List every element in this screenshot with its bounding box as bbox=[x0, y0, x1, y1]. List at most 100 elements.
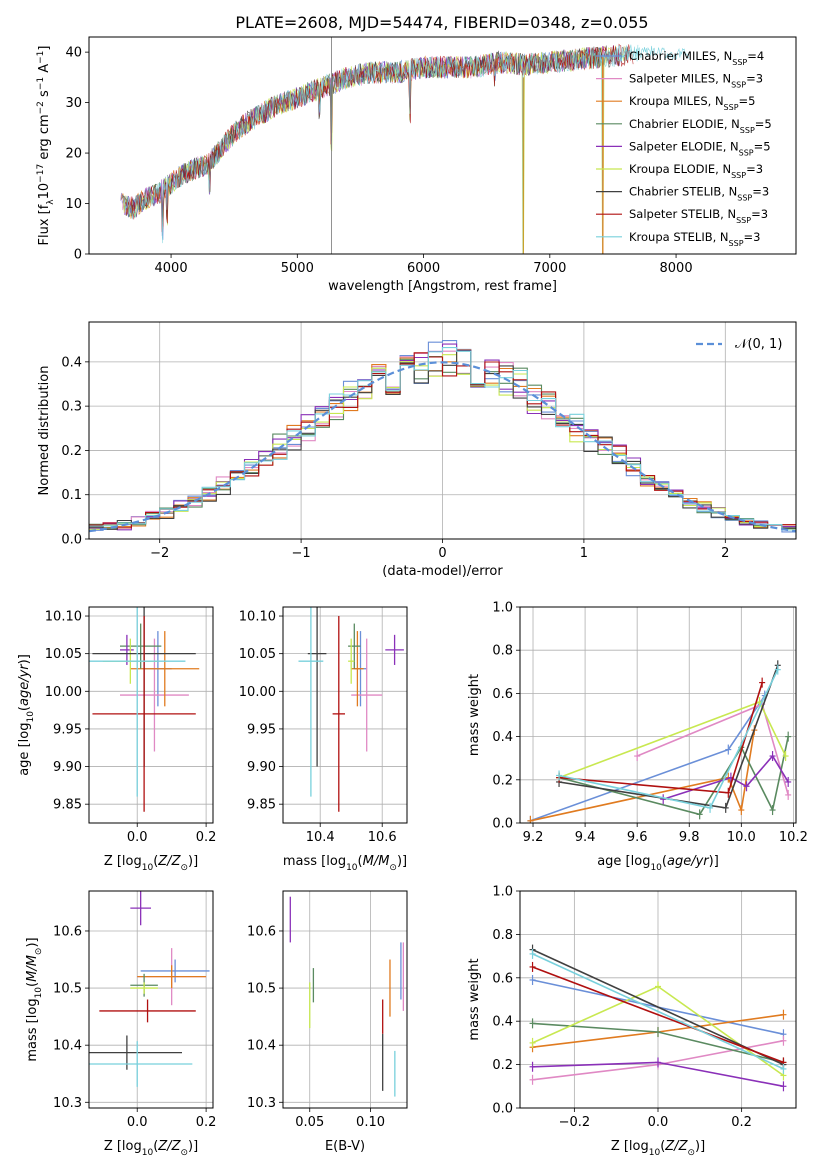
y-tick-label: 0.6 bbox=[492, 971, 513, 986]
x-tick-label: 10.2 bbox=[779, 830, 808, 845]
y-tick-label: 10.05 bbox=[239, 647, 276, 662]
y-axis-label: mass weight bbox=[467, 958, 482, 1040]
x-tick-label: −2 bbox=[150, 546, 169, 561]
y-tick-label: 10.6 bbox=[53, 924, 82, 939]
histogram-panel-axes: −2 −1 0 1 2 0.0 0.1 0.2 0.3 0.4 (data-model)/error… bbox=[37, 321, 797, 579]
y-tick-label: 0.3 bbox=[61, 400, 82, 415]
y-tick-label: 0.8 bbox=[492, 644, 513, 659]
age-vs-mass-panel: 10.4 10.6 9.85 9.90 9.95 10.00 10.05 10.10 mass … bbox=[239, 606, 408, 873]
massweight-vs-z-panel: −0.2 0.0 0.2 0.0 0.2 0.4 0.6 0.8 1.0 mass weight Z… bbox=[467, 885, 797, 1158]
y-tick-label: 10 bbox=[65, 197, 82, 212]
legend-label-normal: 𝒩(0, 1) bbox=[735, 337, 782, 352]
x-tick-label: 9.2 bbox=[523, 830, 544, 845]
y-axis-label: mass [log10(M/M⊙)] bbox=[25, 937, 44, 1061]
mass-vs-ebv-panel-axes: 0.05 0.10 10.3 10.4 10.5 10.6 E(B-V) bbox=[247, 890, 408, 1154]
legend-label-chabrier-stelib: Chabrier STELIB, NSSP=3 bbox=[629, 185, 769, 203]
y-tick-label: 0.4 bbox=[61, 355, 82, 370]
y-axis-label: age [log10(age/yr)] bbox=[17, 654, 36, 776]
x-tick-label: 0.2 bbox=[196, 830, 217, 845]
age-vs-z-panel-axes: 0.0 0.2 9.85 9.90 9.95 10.00 10.05 10.10 Z [log1… bbox=[17, 606, 217, 873]
x-tick-label: 8000 bbox=[660, 261, 693, 276]
legend-label-salpeter-elodie: Salpeter ELODIE, NSSP=5 bbox=[629, 139, 771, 157]
x-tick-label: 0.0 bbox=[127, 1115, 148, 1130]
spectrum-kroupa-stelib bbox=[123, 44, 639, 254]
series-salpeter-stelib bbox=[532, 966, 784, 1064]
y-tick-label: 0.6 bbox=[492, 687, 513, 702]
age-vs-z-panel-plot-area bbox=[89, 607, 200, 812]
mass-vs-z-panel: 0.0 0.2 10.3 10.4 10.5 10.6 Z [log10(Z/Z⊙)] mas… bbox=[25, 890, 216, 1158]
y-tick-label: 9.90 bbox=[247, 760, 276, 775]
y-tick-label: 1.0 bbox=[492, 885, 513, 900]
x-axis-label: wavelength [Angstrom, rest frame] bbox=[328, 279, 557, 294]
massweight-vs-age-panel-axes: 9.2 9.4 9.6 9.8 10.0 10.2 0.0 0.2 0.4 0.6 0.8 1.0 ma… bbox=[467, 601, 808, 874]
x-tick-label: 0.0 bbox=[648, 1115, 669, 1130]
histogram-panel: −2 −1 0 1 2 0.0 0.1 0.2 0.3 0.4 (data-model)/error… bbox=[37, 321, 797, 579]
massweight-vs-age-panel: 9.2 9.4 9.6 9.8 10.0 10.2 0.0 0.2 0.4 0.6 0.8 1.0 ma… bbox=[467, 601, 808, 874]
x-axis-label: (data-model)/error bbox=[382, 564, 503, 579]
x-axis-label: Z [log10(Z/Z⊙)] bbox=[104, 1139, 198, 1158]
y-tick-label: 9.85 bbox=[53, 798, 82, 813]
mass-vs-z-panel-axes: 0.0 0.2 10.3 10.4 10.5 10.6 Z [log10(Z/Z⊙)] mas… bbox=[25, 890, 216, 1158]
y-tick-label: 30 bbox=[65, 96, 82, 111]
x-tick-label: −1 bbox=[292, 546, 311, 561]
y-tick-label: 0.0 bbox=[492, 817, 513, 832]
histogram-chabrier-miles bbox=[89, 340, 796, 533]
legend-label-kroupa-elodie: Kroupa ELODIE, NSSP=3 bbox=[629, 162, 763, 180]
x-tick-label: 10.6 bbox=[368, 830, 397, 845]
x-tick-label: 6000 bbox=[407, 261, 440, 276]
x-axis-label: E(B-V) bbox=[325, 1139, 365, 1154]
y-tick-label: 1.0 bbox=[492, 601, 513, 616]
axes-frame bbox=[519, 890, 797, 1109]
y-tick-label: 10.05 bbox=[45, 647, 82, 662]
y-tick-label: 10.5 bbox=[53, 982, 82, 997]
massweight-vs-z-panel-plot-area bbox=[529, 944, 787, 1092]
y-axis-label: Flux [fλ10−17 erg cm−2 s−1 A−1] bbox=[36, 46, 56, 246]
y-tick-label: 10.3 bbox=[247, 1096, 276, 1111]
x-tick-label: 7000 bbox=[533, 261, 566, 276]
legend-label-kroupa-stelib: Kroupa STELIB, NSSP=3 bbox=[629, 230, 760, 248]
spectrum-legend: Chabrier MILES, NSSP=4 Salpeter MILES, NS… bbox=[596, 49, 772, 247]
x-tick-label: 9.8 bbox=[679, 830, 700, 845]
y-tick-label: 10.6 bbox=[247, 924, 276, 939]
x-tick-label: 2 bbox=[721, 546, 729, 561]
figure-title: PLATE=2608, MJD=54474, FIBERID=0348, z=0… bbox=[235, 13, 648, 32]
mass-vs-ebv-panel-plot-area bbox=[289, 896, 405, 1097]
x-tick-label: 9.4 bbox=[575, 830, 596, 845]
y-tick-label: 0.8 bbox=[492, 928, 513, 943]
y-tick-label: 0.4 bbox=[492, 730, 513, 745]
mass-vs-ebv-panel: 0.05 0.10 10.3 10.4 10.5 10.6 E(B-V) bbox=[247, 890, 408, 1154]
spectrum-panel: 4000 5000 6000 7000 8000 0 10 20 30 40 wavelength … bbox=[36, 36, 797, 294]
age-vs-mass-panel-axes: 10.4 10.6 9.85 9.90 9.95 10.00 10.05 10.10 mass … bbox=[239, 606, 408, 873]
y-tick-label: 10.4 bbox=[247, 1039, 276, 1054]
x-tick-label: −0.2 bbox=[559, 1115, 591, 1130]
y-tick-label: 0.2 bbox=[492, 1058, 513, 1073]
x-axis-label: Z [log10(Z/Z⊙)] bbox=[104, 854, 198, 873]
x-tick-label: 10.0 bbox=[727, 830, 756, 845]
y-tick-label: 10.4 bbox=[53, 1039, 82, 1054]
axes-frame bbox=[88, 890, 214, 1109]
y-tick-label: 0.2 bbox=[492, 773, 513, 788]
x-tick-label: 10.4 bbox=[306, 830, 335, 845]
y-tick-label: 9.85 bbox=[247, 798, 276, 813]
x-axis-label: age [log10(age/yr)] bbox=[597, 854, 719, 873]
y-axis-label: Normed distribution bbox=[37, 366, 52, 496]
axes-frame bbox=[88, 321, 797, 540]
y-axis-label: mass weight bbox=[467, 674, 482, 756]
series-kroupa-stelib bbox=[532, 953, 784, 1070]
x-tick-label: 1 bbox=[580, 546, 588, 561]
y-tick-label: 0.0 bbox=[61, 533, 82, 548]
age-vs-z-panel: 0.0 0.2 9.85 9.90 9.95 10.00 10.05 10.10 Z [log1… bbox=[17, 606, 217, 873]
histogram-legend: 𝒩(0, 1) bbox=[696, 337, 782, 352]
x-tick-label: 0.05 bbox=[295, 1115, 324, 1130]
axes-frame bbox=[282, 890, 408, 1109]
y-tick-label: 10.00 bbox=[45, 685, 82, 700]
normal-reference-curve bbox=[89, 361, 796, 533]
legend-label-salpeter-miles: Salpeter MILES, NSSP=3 bbox=[629, 72, 763, 90]
massweight-vs-age-panel-plot-area bbox=[527, 660, 792, 823]
x-tick-label: 0.0 bbox=[127, 830, 148, 845]
age-vs-mass-panel-plot-area bbox=[298, 607, 404, 812]
axes-frame bbox=[88, 606, 214, 824]
x-tick-label: 0.2 bbox=[731, 1115, 752, 1130]
x-axis-label: Z [log10(Z/Z⊙)] bbox=[611, 1139, 705, 1158]
